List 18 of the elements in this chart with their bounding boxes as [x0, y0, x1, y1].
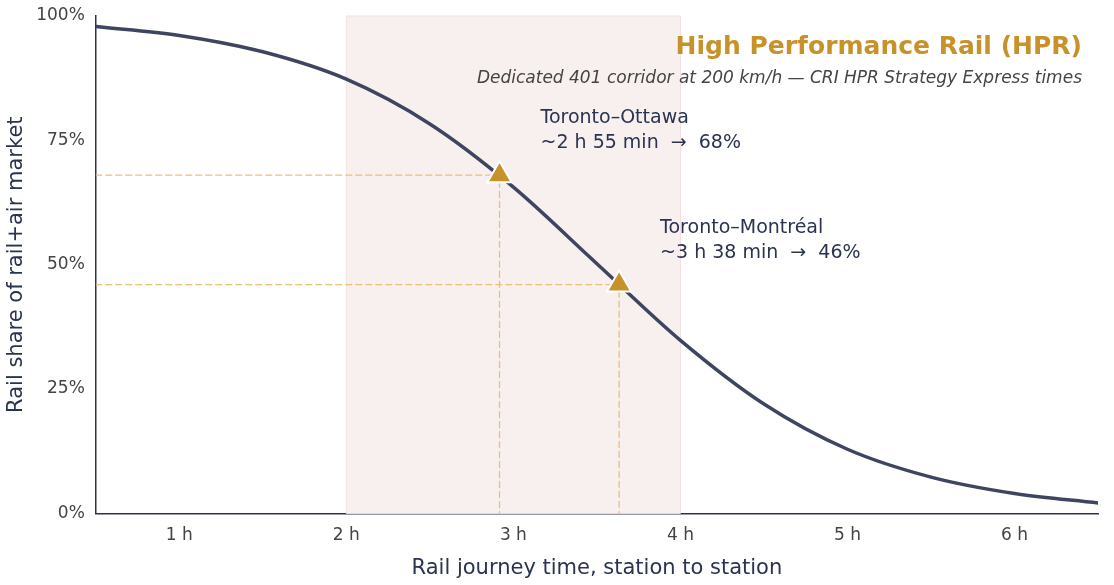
x-tick-label: 4 h	[666, 524, 694, 545]
text: High Performance Rail (HPR)	[675, 31, 1082, 60]
x-axis-title: Rail journey time, station to station	[411, 554, 783, 579]
text: Dedicated 401 corridor at 200 km/h — CRI HPR Strategy Express times	[476, 67, 1083, 87]
annotation: Toronto–Ottawa ~2 h 55 min → 68%	[539, 105, 741, 153]
annotation: Toronto–Montréal ~3 h 38 min → 46%	[659, 214, 861, 262]
y-tick-label: 75%	[47, 128, 85, 149]
y-axis-title: Rail share of rail+air market	[3, 116, 28, 413]
x-tick-label: 5 h	[833, 524, 861, 545]
x-tick-label: 6 h	[1000, 524, 1028, 545]
y-tick-label: 100%	[36, 4, 85, 25]
y-tick-label: 25%	[47, 377, 85, 398]
line-series	[95, 24, 1098, 505]
x-tick-label: 1 h	[165, 524, 193, 545]
y-tick-label: 0%	[57, 501, 85, 522]
x-tick-label: 2 h	[332, 524, 360, 545]
x-tick-label: 3 h	[499, 524, 527, 545]
y-tick-label: 50%	[47, 253, 85, 274]
